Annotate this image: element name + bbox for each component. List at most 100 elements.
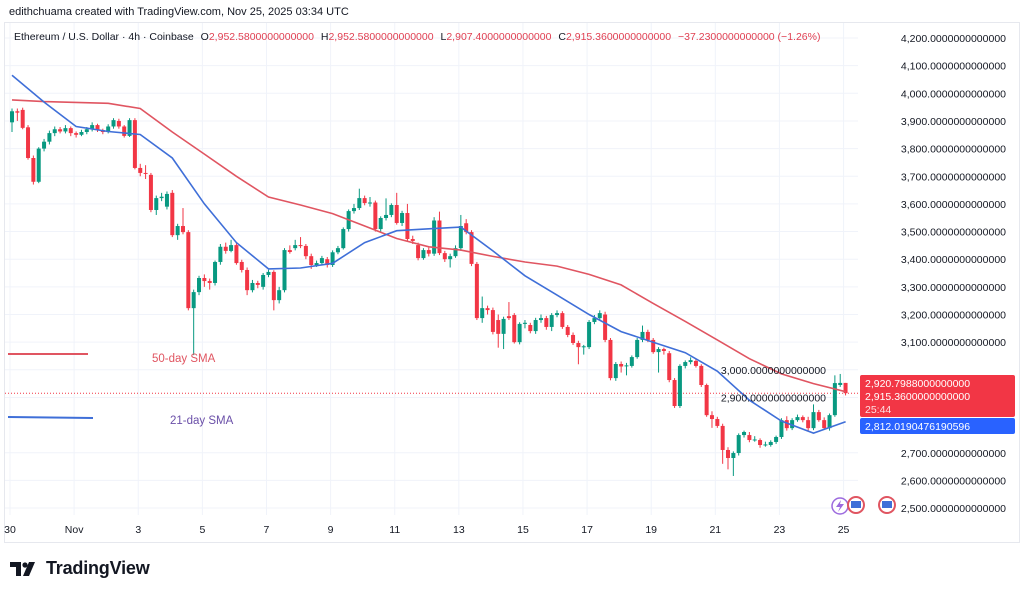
candle bbox=[442, 250, 447, 262]
candle bbox=[822, 417, 827, 430]
candle bbox=[496, 314, 501, 348]
candle bbox=[42, 138, 47, 152]
candle-body bbox=[629, 357, 634, 366]
candle bbox=[480, 296, 485, 323]
candle bbox=[31, 155, 36, 185]
candle-body bbox=[245, 269, 250, 291]
open-value: 2,952.5800000000000 bbox=[208, 31, 314, 43]
flag-field bbox=[882, 501, 892, 508]
candle-body bbox=[442, 253, 447, 260]
candle-body bbox=[758, 440, 763, 446]
flag-field bbox=[851, 501, 861, 508]
countdown: 25:44 bbox=[865, 404, 891, 416]
sma21-label: 21-day SMA bbox=[170, 415, 234, 427]
candle-body bbox=[555, 313, 560, 316]
time-tick-label: 21 bbox=[709, 524, 721, 536]
candle-body bbox=[645, 331, 650, 340]
candle-body bbox=[752, 439, 757, 441]
candle bbox=[501, 316, 506, 350]
candle bbox=[426, 247, 431, 257]
candle bbox=[458, 214, 463, 251]
candle-body bbox=[74, 133, 79, 135]
candle bbox=[394, 192, 399, 225]
candle bbox=[661, 347, 666, 355]
price-tick-label: 3,500.0000000000000 bbox=[901, 227, 1006, 239]
candle bbox=[357, 188, 362, 210]
candle-body bbox=[496, 320, 501, 334]
candle bbox=[544, 315, 549, 330]
candle bbox=[164, 191, 169, 210]
candle bbox=[191, 289, 196, 356]
candle bbox=[122, 125, 127, 138]
candle-body bbox=[704, 385, 709, 416]
candle bbox=[806, 416, 811, 431]
candle bbox=[517, 322, 522, 345]
candle bbox=[202, 274, 207, 287]
candle-body bbox=[661, 349, 666, 351]
candle-body bbox=[405, 213, 410, 240]
candle-body bbox=[335, 248, 340, 253]
candle bbox=[138, 163, 143, 177]
candle-body bbox=[197, 278, 202, 293]
candle bbox=[207, 278, 212, 290]
candle-body bbox=[186, 232, 191, 309]
candle-body bbox=[619, 363, 624, 367]
candle bbox=[790, 418, 795, 431]
candle-body bbox=[544, 318, 549, 327]
candle-body bbox=[47, 133, 52, 142]
candle bbox=[351, 203, 356, 214]
price-tick-label: 3,000.0000000000000 bbox=[721, 365, 826, 377]
candle-body bbox=[394, 205, 399, 223]
candle bbox=[197, 275, 202, 296]
time-tick-label: 17 bbox=[581, 524, 593, 536]
candle-body bbox=[736, 435, 741, 454]
tradingview-logo[interactable]: TradingView bbox=[10, 558, 150, 579]
candle bbox=[763, 441, 768, 447]
candle bbox=[688, 357, 693, 365]
candle-body bbox=[122, 126, 127, 136]
candle bbox=[271, 270, 276, 311]
candle-body bbox=[319, 258, 324, 264]
candle-body bbox=[287, 250, 292, 253]
candle bbox=[485, 305, 490, 315]
candle bbox=[512, 313, 517, 344]
candle-body bbox=[170, 192, 175, 236]
candle-body bbox=[255, 282, 260, 285]
candle-body bbox=[58, 129, 63, 132]
candle-body bbox=[325, 259, 330, 266]
candle-body bbox=[26, 127, 31, 159]
candle bbox=[373, 200, 378, 232]
candle bbox=[10, 108, 14, 133]
candle bbox=[699, 364, 704, 387]
candle bbox=[747, 432, 752, 443]
candle-body bbox=[843, 382, 848, 394]
candle-body bbox=[522, 322, 527, 324]
candle bbox=[330, 250, 335, 267]
candle bbox=[180, 208, 185, 235]
candle-body bbox=[565, 326, 570, 335]
candle-body bbox=[159, 196, 164, 199]
sma21-legend-line bbox=[7, 416, 94, 419]
candle bbox=[298, 237, 303, 249]
candle bbox=[795, 414, 800, 422]
candle bbox=[576, 340, 581, 365]
candle-body bbox=[827, 415, 832, 429]
candle bbox=[742, 430, 747, 438]
candle-body bbox=[816, 412, 821, 421]
sma50-line bbox=[11, 99, 846, 393]
price-tick-label: 3,300.0000000000000 bbox=[901, 282, 1006, 294]
candle bbox=[90, 122, 95, 132]
candle-body bbox=[303, 245, 308, 257]
candle bbox=[405, 203, 410, 242]
candle bbox=[528, 322, 533, 334]
candle bbox=[715, 416, 720, 428]
candle-body bbox=[261, 274, 266, 287]
candle bbox=[47, 130, 52, 145]
event-icons bbox=[831, 496, 896, 515]
candle-body bbox=[351, 208, 356, 212]
candle-body bbox=[31, 158, 36, 182]
candle bbox=[629, 355, 634, 368]
candle bbox=[325, 256, 330, 268]
candle bbox=[293, 239, 298, 251]
